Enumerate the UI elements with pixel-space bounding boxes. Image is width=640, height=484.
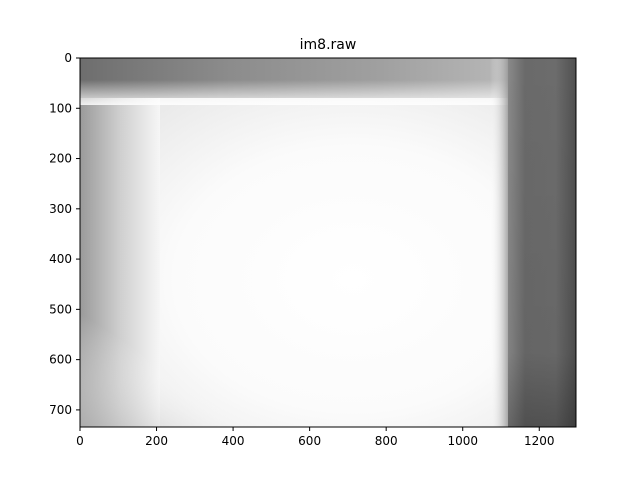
x-tick-label: 400 [222,434,245,448]
x-tick-label: 800 [375,434,398,448]
y-axis-ticks: 0 100 200 300 400 500 600 700 [49,51,80,417]
plot-frame [79,57,577,428]
y-tick-label: 600 [49,353,72,367]
image-heatmap [80,58,576,427]
y-tick-label: 400 [49,252,72,266]
y-tick-label: 0 [64,51,72,65]
x-tick-label: 600 [298,434,321,448]
bottom-left-shade [80,300,280,427]
y-tick-label: 200 [49,152,72,166]
x-axis-ticks: 0 200 400 600 800 1000 1200 [76,427,555,448]
y-tick-label: 100 [49,101,72,115]
y-tick-label: 300 [49,202,72,216]
x-tick-label: 200 [145,434,168,448]
y-tick-label: 500 [49,302,72,316]
right-band-vertical-shade [508,58,576,427]
x-tick-label: 0 [76,434,84,448]
chart-title: im8.raw [300,37,357,53]
x-tick-label: 1200 [524,434,555,448]
top-band-fade [80,80,510,105]
y-tick-label: 700 [49,403,72,417]
x-tick-label: 1000 [447,434,478,448]
panel-edge-shadow [490,58,510,427]
